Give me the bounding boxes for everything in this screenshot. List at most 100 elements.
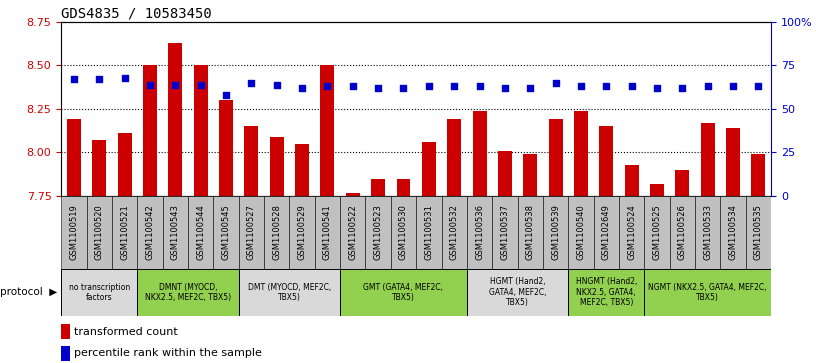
Text: GSM1100536: GSM1100536 <box>475 204 484 260</box>
Text: GSM1100541: GSM1100541 <box>323 204 332 260</box>
Point <box>93 76 106 82</box>
Bar <box>701 123 715 196</box>
Point <box>371 85 384 91</box>
Text: GSM1100524: GSM1100524 <box>628 204 636 260</box>
Point <box>726 83 739 89</box>
Bar <box>168 43 182 196</box>
Bar <box>67 119 81 196</box>
Bar <box>321 65 335 196</box>
Text: GSM1100545: GSM1100545 <box>221 204 230 260</box>
Bar <box>416 196 441 269</box>
Point <box>194 82 207 87</box>
Text: GDS4835 / 10583450: GDS4835 / 10583450 <box>61 7 212 21</box>
Bar <box>219 100 233 196</box>
Bar <box>92 140 106 196</box>
Point <box>346 83 359 89</box>
Text: NGMT (NKX2.5, GATA4, MEF2C,
TBX5): NGMT (NKX2.5, GATA4, MEF2C, TBX5) <box>649 282 767 302</box>
Text: GSM1100544: GSM1100544 <box>196 204 205 260</box>
Text: GSM1100529: GSM1100529 <box>298 204 307 260</box>
Bar <box>695 196 721 269</box>
Bar <box>472 111 486 196</box>
Point <box>397 85 410 91</box>
Point <box>118 75 131 81</box>
Bar <box>61 269 137 316</box>
Point <box>676 85 689 91</box>
Bar <box>548 119 562 196</box>
Text: no transcription
factors: no transcription factors <box>69 282 130 302</box>
Bar <box>188 196 213 269</box>
Text: GSM1100532: GSM1100532 <box>450 204 459 260</box>
Bar <box>340 269 467 316</box>
Bar <box>543 196 568 269</box>
Point <box>524 85 537 91</box>
Text: GSM1100543: GSM1100543 <box>171 204 180 260</box>
Bar <box>61 346 69 361</box>
Text: GSM1100520: GSM1100520 <box>95 204 104 260</box>
Text: GSM1100537: GSM1100537 <box>500 204 509 260</box>
Text: GSM1100527: GSM1100527 <box>247 204 256 260</box>
Bar <box>650 184 664 196</box>
Text: DMNT (MYOCD,
NKX2.5, MEF2C, TBX5): DMNT (MYOCD, NKX2.5, MEF2C, TBX5) <box>145 282 231 302</box>
Bar <box>112 196 137 269</box>
Bar <box>61 196 86 269</box>
Bar <box>721 196 746 269</box>
Text: GSM1100539: GSM1100539 <box>551 204 560 260</box>
Text: GSM1100535: GSM1100535 <box>754 204 763 260</box>
Text: HNGMT (Hand2,
NKX2.5, GATA4,
MEF2C, TBX5): HNGMT (Hand2, NKX2.5, GATA4, MEF2C, TBX5… <box>575 277 637 307</box>
Bar <box>676 170 690 196</box>
Point <box>448 83 461 89</box>
Point <box>574 83 588 89</box>
Text: GSM1100528: GSM1100528 <box>273 204 282 260</box>
Bar <box>517 196 543 269</box>
Bar <box>118 133 131 196</box>
Text: GSM1100519: GSM1100519 <box>69 204 78 260</box>
Bar <box>645 196 670 269</box>
Bar <box>143 65 157 196</box>
Bar <box>290 196 315 269</box>
Point <box>625 83 638 89</box>
Text: GMT (GATA4, MEF2C,
TBX5): GMT (GATA4, MEF2C, TBX5) <box>363 282 443 302</box>
Bar <box>568 269 645 316</box>
Bar <box>447 119 461 196</box>
Text: GSM1100530: GSM1100530 <box>399 204 408 260</box>
Bar <box>498 151 512 196</box>
Text: GSM1100525: GSM1100525 <box>653 204 662 260</box>
Bar <box>467 269 568 316</box>
Bar <box>264 196 290 269</box>
Text: GSM1100534: GSM1100534 <box>729 204 738 260</box>
Text: HGMT (Hand2,
GATA4, MEF2C,
TBX5): HGMT (Hand2, GATA4, MEF2C, TBX5) <box>489 277 547 307</box>
Text: GSM1100526: GSM1100526 <box>678 204 687 260</box>
Bar <box>295 144 309 196</box>
Bar <box>340 196 366 269</box>
Bar <box>315 196 340 269</box>
Point <box>600 83 613 89</box>
Bar <box>371 179 385 196</box>
Bar <box>599 126 614 196</box>
Point <box>295 85 308 91</box>
Point <box>144 82 157 87</box>
Bar <box>391 196 416 269</box>
Bar <box>619 196 645 269</box>
Bar <box>61 324 69 339</box>
Point <box>549 80 562 86</box>
Point <box>752 83 765 89</box>
Text: GSM1100522: GSM1100522 <box>348 204 357 260</box>
Text: GSM1100521: GSM1100521 <box>120 204 129 260</box>
Bar <box>492 196 517 269</box>
Point <box>650 85 663 91</box>
Text: percentile rank within the sample: percentile rank within the sample <box>74 348 262 358</box>
Bar <box>593 196 619 269</box>
Bar <box>625 165 639 196</box>
Text: GSM1100542: GSM1100542 <box>145 204 154 260</box>
Text: DMT (MYOCD, MEF2C,
TBX5): DMT (MYOCD, MEF2C, TBX5) <box>248 282 331 302</box>
Point <box>169 82 182 87</box>
Bar <box>397 179 410 196</box>
Point <box>220 92 233 98</box>
Point <box>701 83 714 89</box>
Point <box>245 80 258 86</box>
Text: transformed count: transformed count <box>74 327 178 337</box>
Text: protocol  ▶: protocol ▶ <box>0 287 57 297</box>
Bar <box>441 196 467 269</box>
Text: GSM1100533: GSM1100533 <box>703 204 712 260</box>
Text: GSM1100531: GSM1100531 <box>424 204 433 260</box>
